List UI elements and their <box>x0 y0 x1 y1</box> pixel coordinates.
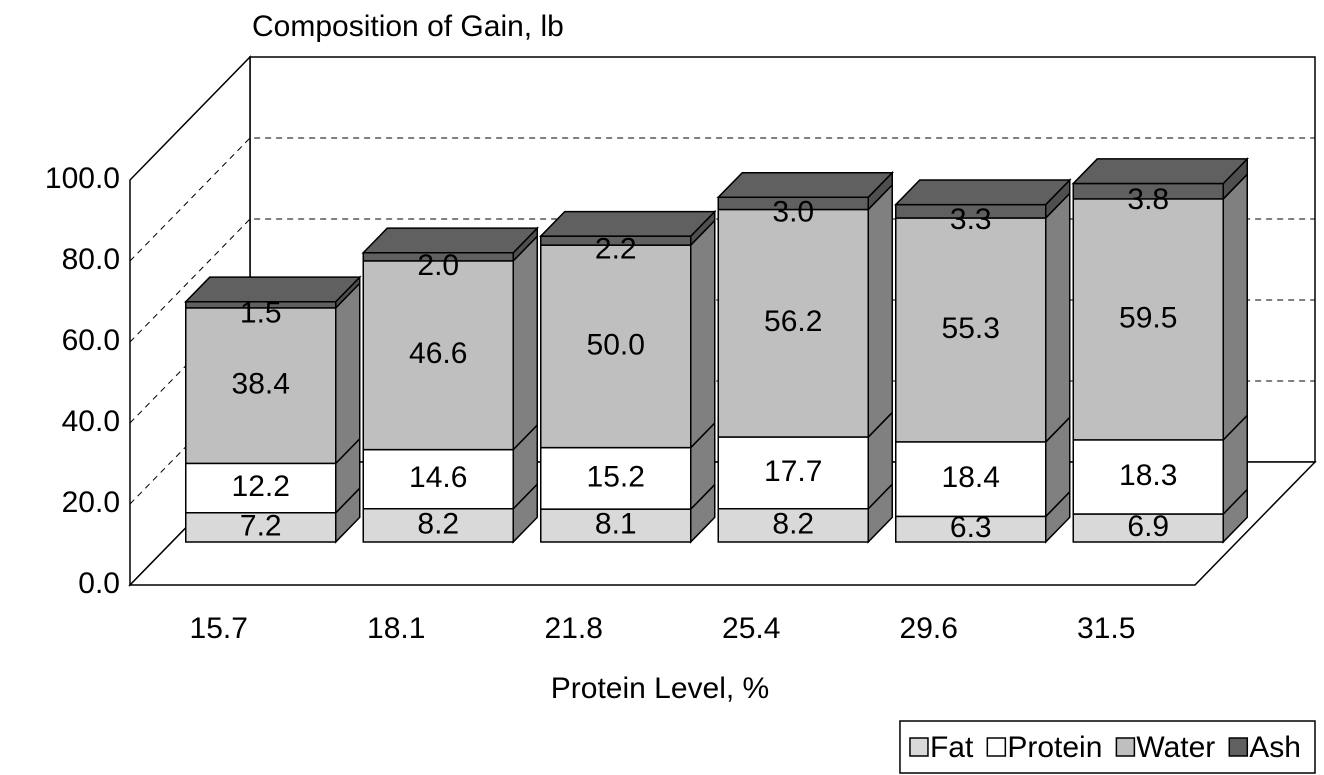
legend-label: Water <box>1136 731 1215 764</box>
bar-side <box>1044 191 1071 444</box>
data-label: 59.5 <box>1119 301 1177 334</box>
data-label: 15.2 <box>587 460 645 493</box>
y-tick-label: 20.0 <box>62 486 120 519</box>
y-tick-label: 60.0 <box>62 324 120 357</box>
data-label: 17.7 <box>764 455 822 488</box>
bar-top <box>538 210 717 237</box>
x-axis-title: Protein Level, % <box>551 672 769 705</box>
data-label: 46.6 <box>409 337 467 370</box>
data-label: 56.2 <box>764 305 822 338</box>
legend-label: Protein <box>1007 731 1102 764</box>
bar-top <box>1071 158 1250 185</box>
chart-title: Composition of Gain, lb <box>252 10 564 43</box>
legend-swatch <box>909 737 929 757</box>
legend-swatch <box>986 737 1007 757</box>
data-label: 2.2 <box>595 233 637 266</box>
data-label: 7.2 <box>240 509 282 542</box>
data-label: 55.3 <box>942 312 1000 345</box>
data-label: 14.6 <box>409 461 467 494</box>
data-label: 3.8 <box>1127 183 1169 216</box>
y-tick-label: 40.0 <box>62 405 120 438</box>
data-label: 3.3 <box>950 203 992 236</box>
bar-side <box>689 218 716 450</box>
legend-swatch <box>1228 737 1249 757</box>
bar-side <box>867 183 893 439</box>
grid-line <box>129 137 1315 262</box>
data-label: 8.2 <box>772 507 814 540</box>
data-label: 8.1 <box>595 507 637 540</box>
data-label: 18.3 <box>1119 459 1177 492</box>
data-label: 50.0 <box>587 328 645 361</box>
data-label: 8.2 <box>417 507 459 540</box>
x-tick-label: 15.7 <box>190 612 248 645</box>
bar-side <box>334 281 361 466</box>
x-tick-label: 29.6 <box>900 612 958 645</box>
data-label: 6.9 <box>1127 510 1169 543</box>
legend: Fat Protein Water Ash <box>899 720 1316 774</box>
bar-side <box>512 234 538 452</box>
x-tick-label: 31.5 <box>1077 612 1135 645</box>
data-label: 18.4 <box>942 461 1000 494</box>
bar-top <box>183 276 362 303</box>
legend-label: Ash <box>1249 731 1301 764</box>
bar-side <box>1222 172 1248 442</box>
legend-label: Fat <box>930 731 974 764</box>
data-label: 2.0 <box>417 249 459 282</box>
data-label: 38.4 <box>232 368 290 401</box>
y-tick-label: 100.0 <box>45 162 120 195</box>
legend-swatch <box>1115 737 1136 757</box>
data-label: 1.5 <box>240 297 282 330</box>
bar-top <box>716 171 895 199</box>
x-tick-label: 25.4 <box>722 612 780 645</box>
y-tick-label: 80.0 <box>62 243 120 276</box>
bar-top <box>361 227 540 254</box>
x-tick-label: 21.8 <box>545 612 603 645</box>
y-tick-label: 0.0 <box>78 567 120 600</box>
data-label: 12.2 <box>232 470 290 503</box>
bar-top <box>893 179 1072 206</box>
data-label: 3.0 <box>772 195 814 228</box>
x-tick-label: 18.1 <box>367 612 425 645</box>
